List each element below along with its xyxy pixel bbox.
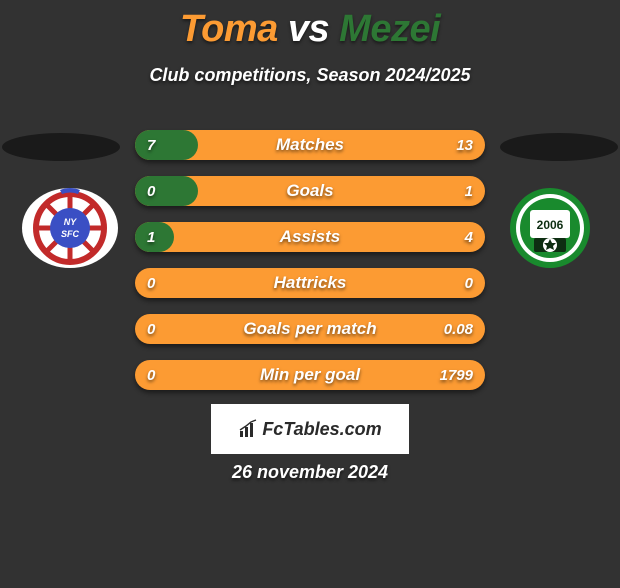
page-title: Toma vs Mezei <box>0 8 620 51</box>
fctables-label: FcTables.com <box>262 419 381 440</box>
stat-row: 00.08Goals per match <box>135 314 485 344</box>
subtitle: Club competitions, Season 2024/2025 <box>0 65 620 86</box>
stat-row: 713Matches <box>135 130 485 160</box>
stat-label: Min per goal <box>135 360 485 390</box>
comparison-chart: 713Matches 01Goals 14Assists 00Hattricks 00.… <box>135 130 485 406</box>
fctables-watermark: FcTables.com <box>211 404 409 454</box>
title-left-player: Toma <box>180 8 278 50</box>
stat-label: Hattricks <box>135 268 485 298</box>
right-club-shadow <box>500 133 618 161</box>
fctables-icon <box>238 419 258 439</box>
stat-row: 14Assists <box>135 222 485 252</box>
stat-label: Goals per match <box>135 314 485 344</box>
svg-text:NY: NY <box>64 217 77 227</box>
title-vs: vs <box>288 8 329 50</box>
stat-label: Matches <box>135 130 485 160</box>
stat-row: 01Goals <box>135 176 485 206</box>
left-club-logo: NY SFC <box>20 188 120 268</box>
date-line: 26 november 2024 <box>0 462 620 483</box>
stat-row: 00Hattricks <box>135 268 485 298</box>
left-club-shadow <box>2 133 120 161</box>
title-right-player: Mezei <box>339 8 440 50</box>
stat-label: Assists <box>135 222 485 252</box>
svg-text:SFC: SFC <box>61 229 80 239</box>
right-club-logo: 2006 <box>500 188 600 268</box>
svg-text:2006: 2006 <box>537 218 564 232</box>
stat-label: Goals <box>135 176 485 206</box>
stat-row: 01799Min per goal <box>135 360 485 390</box>
